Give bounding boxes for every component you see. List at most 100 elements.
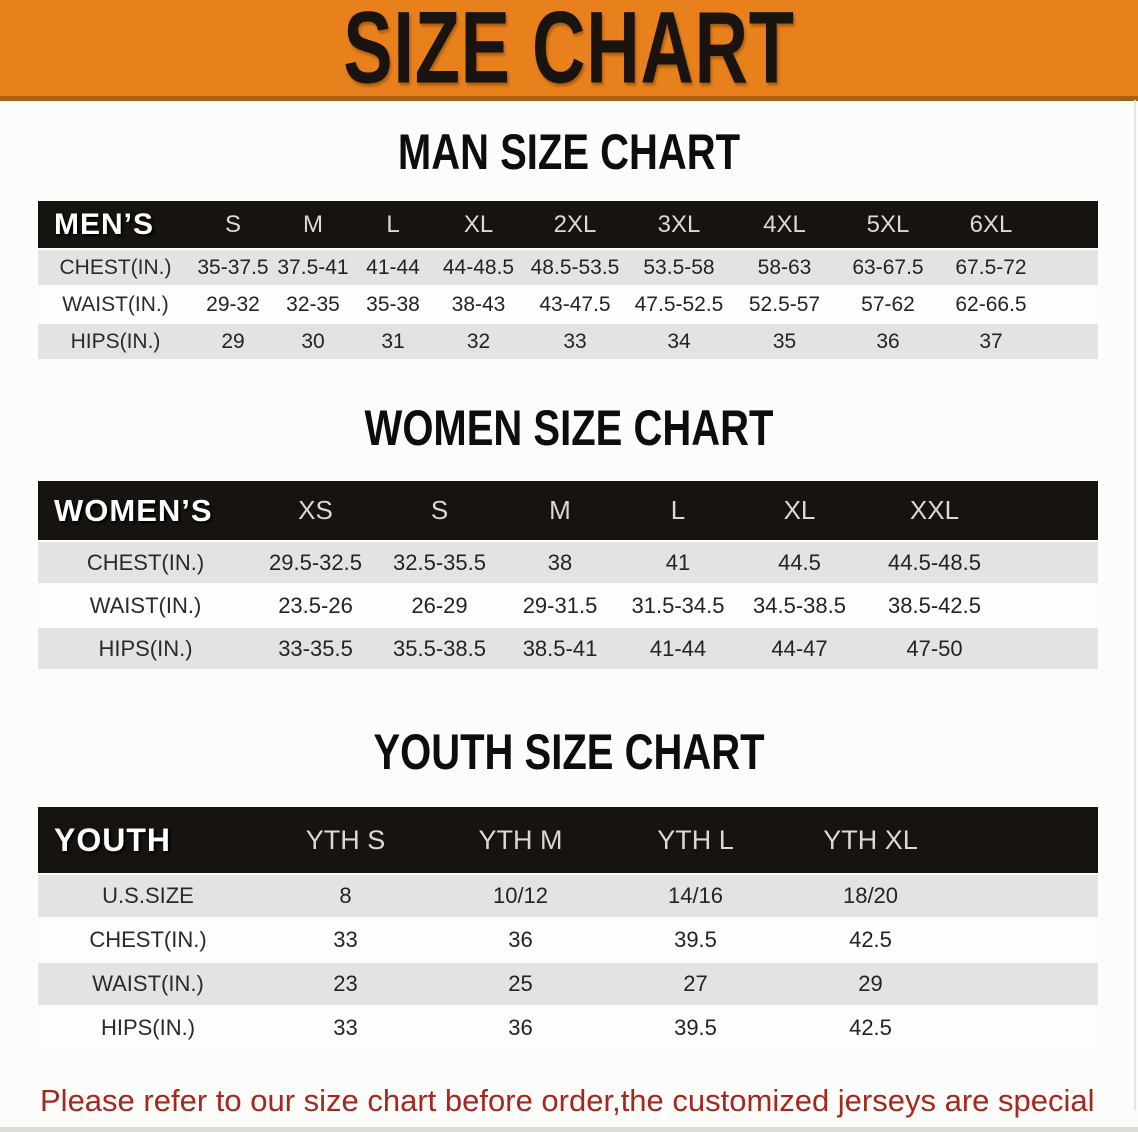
right-edge-strip [1134,100,1136,1110]
size-value-cell: 38 [501,542,619,585]
size-value-cell: 31.5-34.5 [619,585,737,628]
table-row: HIPS(IN.) 33-35.5 35.5-38.5 38.5-41 41-44 44-… [38,628,1098,671]
size-value-cell: 52.5-57 [732,287,837,324]
size-value-cell: 38.5-42.5 [862,585,1007,628]
table-row: CHEST(IN.) 35-37.5 37.5-41 41-44 44-48.5 48.5… [38,250,1098,287]
size-value-cell: 33 [258,1007,433,1051]
size-value-cell: 39.5 [608,919,783,963]
table-row: WAIST(IN.) 29-32 32-35 35-38 38-43 43-47.5 47.… [38,287,1098,324]
size-value-cell: 67.5-72 [939,250,1043,287]
disclaimer-line-1: Please refer to our size chart before or… [40,1083,1095,1132]
size-value-cell: 42.5 [783,919,958,963]
size-column-header: S [193,201,273,250]
table-corner-label: MEN’S [38,201,193,250]
size-value-cell: 36 [837,324,939,361]
measurement-label: CHEST(IN.) [38,250,193,287]
size-column-header: L [619,481,737,542]
size-value-cell: 26-29 [378,585,501,628]
size-value-cell: 35-38 [353,287,433,324]
row-spacer-cell [1043,250,1098,287]
size-value-cell: 38-43 [433,287,524,324]
table-corner-label: YOUTH [38,807,258,875]
size-value-cell: 29 [193,324,273,361]
size-value-cell: 63-67.5 [837,250,939,287]
table-row: WAIST(IN.) 23 25 27 29 [38,963,1098,1007]
size-column-header: L [353,201,433,250]
table-row: HIPS(IN.) 29 30 31 32 33 34 35 36 37 [38,324,1098,361]
size-chart-banner: SIZE CHART [0,0,1138,101]
size-value-cell: 35.5-38.5 [378,628,501,671]
size-value-cell: 48.5-53.5 [524,250,626,287]
size-value-cell: 44.5-48.5 [862,542,1007,585]
row-spacer-cell [958,875,1098,919]
row-spacer-cell [1007,585,1098,628]
size-value-cell: 47-50 [862,628,1007,671]
table-row: HIPS(IN.) 33 36 39.5 42.5 [38,1007,1098,1051]
table-row: CHEST(IN.) 29.5-32.5 32.5-35.5 38 41 44.5 44.5… [38,542,1098,585]
row-spacer-cell [958,1007,1098,1051]
size-value-cell: 29.5-32.5 [253,542,378,585]
size-column-header: YTH M [433,807,608,875]
table-row: WAIST(IN.) 23.5-26 26-29 29-31.5 31.5-34.5 34… [38,585,1098,628]
disclaimer-text: Please refer to our size chart before or… [40,1077,1138,1132]
size-value-cell: 58-63 [732,250,837,287]
women-size-table: WOMEN’S XS S M L XL XXL CHEST(IN.) 29.5-32.5 32.5… [38,481,1098,671]
size-value-cell: 43-47.5 [524,287,626,324]
size-column-header: YTH L [608,807,783,875]
header-spacer-cell [1043,201,1098,250]
size-value-cell: 35-37.5 [193,250,273,287]
size-value-cell: 32-35 [273,287,353,324]
table-corner-label: WOMEN’S [38,481,253,542]
size-value-cell: 18/20 [783,875,958,919]
row-spacer-cell [1007,628,1098,671]
measurement-label: WAIST(IN.) [38,585,253,628]
size-value-cell: 53.5-58 [626,250,732,287]
size-value-cell: 34.5-38.5 [737,585,862,628]
size-value-cell: 30 [273,324,353,361]
size-value-cell: 37 [939,324,1043,361]
size-value-cell: 23 [258,963,433,1007]
row-spacer-cell [1043,287,1098,324]
size-value-cell: 42.5 [783,1007,958,1051]
size-value-cell: 38.5-41 [501,628,619,671]
size-header-row: MEN’S S M L XL 2XL 3XL 4XL 5XL 6XL [38,201,1098,250]
size-value-cell: 33 [258,919,433,963]
size-value-cell: 36 [433,1007,608,1051]
size-value-cell: 47.5-52.5 [626,287,732,324]
size-value-cell: 8 [258,875,433,919]
size-value-cell: 33-35.5 [253,628,378,671]
measurement-label: HIPS(IN.) [38,628,253,671]
size-value-cell: 31 [353,324,433,361]
size-column-header: 4XL [732,201,837,250]
banner-title: SIZE CHART [343,0,795,106]
measurement-label: U.S.SIZE [38,875,258,919]
size-value-cell: 36 [433,919,608,963]
size-value-cell: 41 [619,542,737,585]
size-column-header: XXL [862,481,1007,542]
size-header-row: YOUTH YTH S YTH M YTH L YTH XL [38,807,1098,875]
size-value-cell: 32.5-35.5 [378,542,501,585]
size-column-header: 3XL [626,201,732,250]
measurement-label: CHEST(IN.) [38,542,253,585]
header-spacer-cell [958,807,1098,875]
size-value-cell: 32 [433,324,524,361]
measurement-label: WAIST(IN.) [38,287,193,324]
bottom-edge-strip [0,1127,1138,1132]
size-value-cell: 57-62 [837,287,939,324]
youth-size-table: YOUTH YTH S YTH M YTH L YTH XL U.S.SIZE 8 10/12… [38,807,1098,1051]
size-value-cell: 37.5-41 [273,250,353,287]
size-value-cell: 10/12 [433,875,608,919]
size-value-cell: 29-31.5 [501,585,619,628]
size-column-header: 2XL [524,201,626,250]
table-row: CHEST(IN.) 33 36 39.5 42.5 [38,919,1098,963]
measurement-label: CHEST(IN.) [38,919,258,963]
size-value-cell: 41-44 [353,250,433,287]
header-spacer-cell [1007,481,1098,542]
table-row: U.S.SIZE 8 10/12 14/16 18/20 [38,875,1098,919]
measurement-label: WAIST(IN.) [38,963,258,1007]
measurement-label: HIPS(IN.) [38,324,193,361]
size-value-cell: 44.5 [737,542,862,585]
size-column-header: XL [433,201,524,250]
measurement-label: HIPS(IN.) [38,1007,258,1051]
row-spacer-cell [1007,542,1098,585]
